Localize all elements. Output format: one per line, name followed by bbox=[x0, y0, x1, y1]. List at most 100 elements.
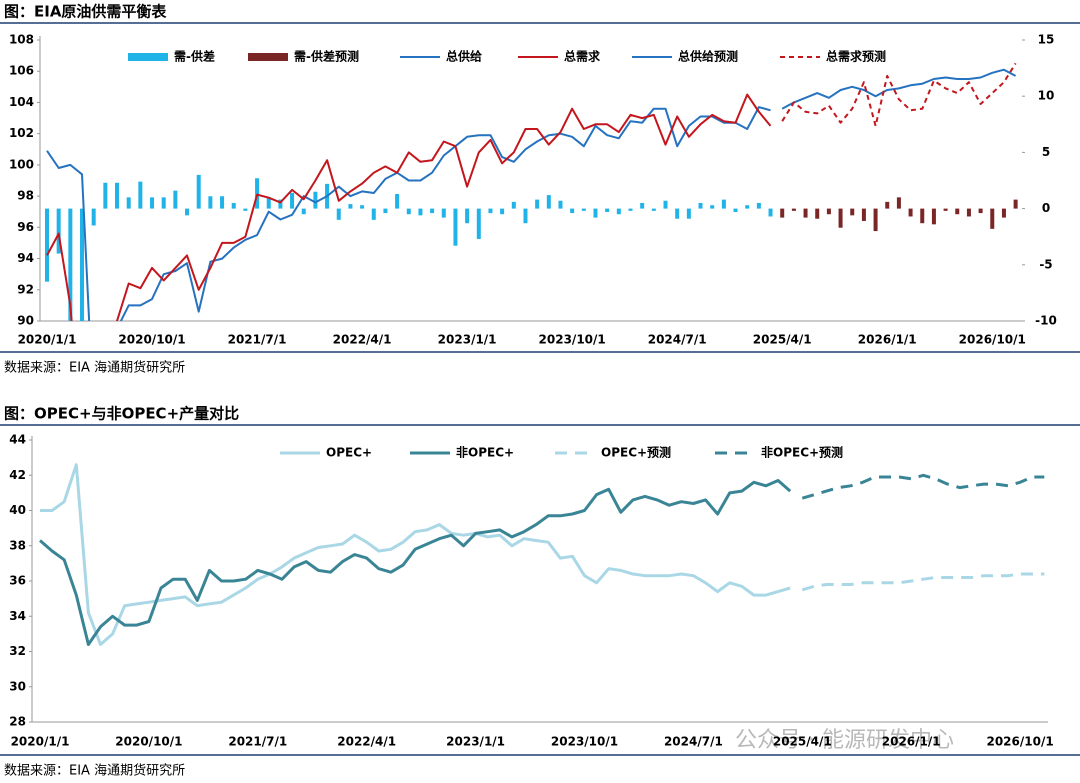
bar bbox=[290, 192, 295, 209]
bar bbox=[616, 208, 621, 215]
series-line bbox=[40, 463, 791, 646]
x-tick-label: 2020/10/1 bbox=[118, 333, 185, 347]
chart-title: 图：OPEC+与非OPEC+产量对比 bbox=[4, 405, 239, 423]
y-tick-label: 106 bbox=[9, 64, 34, 78]
bar bbox=[313, 191, 318, 209]
x-tick-label: 2023/1/1 bbox=[446, 735, 505, 749]
bar bbox=[91, 208, 96, 226]
x-tick-label: 2022/4/1 bbox=[337, 735, 396, 749]
bar bbox=[710, 205, 715, 209]
series-line bbox=[801, 473, 1045, 500]
bar bbox=[115, 182, 120, 209]
y-tick-label: 102 bbox=[9, 126, 34, 140]
series-line bbox=[46, 106, 771, 321]
bar bbox=[698, 202, 703, 209]
bar bbox=[68, 208, 73, 321]
x-tick-label: 2023/1/1 bbox=[438, 333, 497, 347]
bar bbox=[896, 197, 901, 209]
y-tick-label: 100 bbox=[9, 157, 34, 171]
legend-label: 总需求预测 bbox=[826, 49, 886, 64]
bar bbox=[931, 208, 936, 225]
x-tick-label: 2022/4/1 bbox=[333, 333, 392, 347]
bar bbox=[476, 208, 481, 239]
y-tick-label: 104 bbox=[9, 95, 34, 109]
watermark: 公众号 · 能源研发中心 bbox=[735, 728, 954, 753]
y-tick-label: 92 bbox=[17, 282, 34, 296]
bar bbox=[605, 208, 610, 212]
bar bbox=[966, 208, 971, 217]
bar bbox=[231, 202, 236, 209]
bar bbox=[745, 205, 750, 209]
bar bbox=[686, 208, 691, 219]
bar bbox=[978, 208, 983, 214]
bar bbox=[908, 208, 913, 217]
x-tick-label: 2023/10/1 bbox=[551, 735, 618, 749]
chart-title: 图：EIA原油供需平衡表 bbox=[4, 3, 167, 21]
bar bbox=[348, 204, 353, 209]
bar bbox=[733, 208, 738, 212]
bar bbox=[651, 208, 656, 211]
x-tick-label: 2026/1/1 bbox=[858, 333, 917, 347]
legend-label: 非OPEC+预测 bbox=[761, 445, 843, 460]
bar bbox=[126, 197, 131, 209]
bar bbox=[266, 197, 271, 209]
x-tick-label: 2026/10/1 bbox=[959, 333, 1026, 347]
bar bbox=[826, 208, 831, 215]
y2-tick-label: -10 bbox=[1035, 314, 1057, 328]
bar bbox=[196, 174, 201, 209]
bar bbox=[138, 181, 143, 209]
bar bbox=[103, 182, 108, 209]
bar bbox=[406, 208, 411, 215]
y-tick-label: 36 bbox=[9, 574, 26, 588]
bar bbox=[243, 208, 248, 211]
y2-tick-label: 15 bbox=[1038, 33, 1055, 47]
bar bbox=[441, 208, 446, 218]
bar bbox=[780, 208, 785, 218]
bar bbox=[185, 208, 190, 216]
bar bbox=[161, 197, 166, 209]
bar bbox=[523, 208, 528, 224]
y-tick-label: 90 bbox=[17, 314, 34, 328]
y-tick-label: 108 bbox=[9, 33, 34, 47]
bar bbox=[873, 208, 878, 232]
y-tick-label: 98 bbox=[17, 189, 34, 203]
series-line bbox=[39, 479, 792, 646]
bar bbox=[278, 199, 283, 209]
source: 数据来源：EIA 海通期货研究所 bbox=[4, 360, 185, 376]
bar bbox=[675, 208, 680, 219]
bar bbox=[815, 208, 820, 219]
legend-label: 非OPEC+ bbox=[456, 445, 514, 460]
series-line bbox=[801, 572, 1045, 592]
bar bbox=[395, 193, 400, 209]
bar bbox=[756, 202, 761, 209]
y-tick-label: 28 bbox=[9, 715, 26, 729]
bar bbox=[581, 208, 586, 211]
x-tick-label: 2025/4/1 bbox=[773, 735, 832, 749]
bar bbox=[943, 208, 948, 211]
y-tick-label: 44 bbox=[9, 433, 26, 447]
bar bbox=[803, 208, 808, 218]
bar bbox=[1001, 208, 1006, 218]
x-tick-label: 2021/7/1 bbox=[228, 735, 287, 749]
source: 数据来源：EIA 海通期货研究所 bbox=[4, 763, 185, 779]
bar bbox=[336, 208, 341, 220]
x-tick-label: 2024/7/1 bbox=[664, 735, 723, 749]
y-tick-label: 38 bbox=[9, 538, 26, 552]
legend-swatch bbox=[248, 53, 288, 61]
bar bbox=[488, 208, 493, 214]
legend-swatch bbox=[128, 53, 168, 61]
bar bbox=[208, 196, 213, 209]
bar bbox=[663, 200, 668, 209]
bar bbox=[255, 178, 260, 209]
legend-label: 需-供差 bbox=[174, 49, 215, 64]
bar bbox=[990, 208, 995, 229]
x-tick-label: 2020/1/1 bbox=[11, 735, 70, 749]
legend-label: 总供给 bbox=[446, 49, 482, 64]
x-tick-label: 2024/7/1 bbox=[648, 333, 707, 347]
bar bbox=[465, 208, 470, 224]
bar bbox=[430, 208, 435, 214]
y-tick-label: 96 bbox=[17, 220, 34, 234]
y-tick-label: 42 bbox=[9, 468, 26, 482]
bar bbox=[920, 208, 925, 224]
